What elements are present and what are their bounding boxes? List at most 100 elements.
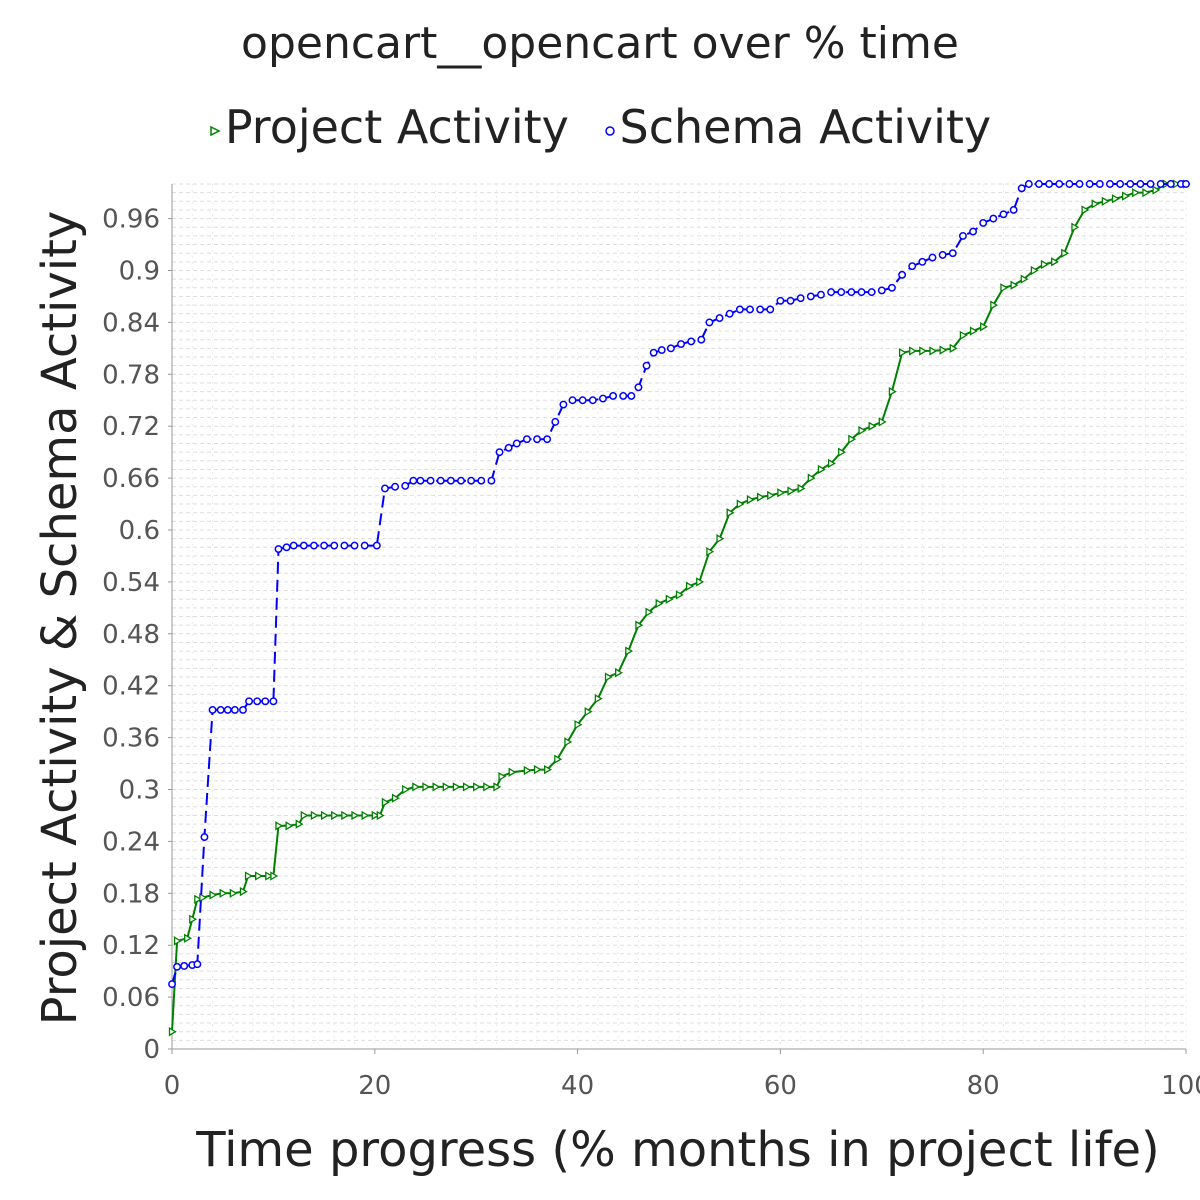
data-point-project-activity bbox=[493, 782, 502, 792]
data-point-schema-activity bbox=[253, 697, 262, 706]
data-point-project-activity bbox=[746, 495, 755, 505]
data-point-schema-activity bbox=[269, 697, 278, 706]
y-tick-label: 0 bbox=[143, 1035, 160, 1065]
data-point-schema-activity bbox=[380, 484, 389, 493]
data-point-project-activity bbox=[422, 782, 431, 792]
data-point-project-activity bbox=[1142, 188, 1151, 198]
data-point-schema-activity bbox=[1182, 180, 1190, 188]
data-point-schema-activity bbox=[725, 309, 734, 318]
data-point-schema-activity bbox=[867, 288, 876, 297]
data-point-schema-activity bbox=[173, 962, 182, 971]
data-point-project-activity bbox=[402, 784, 411, 795]
data-point-schema-activity bbox=[1156, 180, 1165, 188]
data-point-project-activity bbox=[1101, 196, 1110, 206]
data-point-project-activity bbox=[361, 810, 370, 821]
data-point-project-activity bbox=[594, 694, 603, 704]
data-point-schema-activity bbox=[642, 361, 651, 370]
data-point-schema-activity bbox=[776, 296, 785, 305]
data-point-schema-activity bbox=[908, 262, 917, 271]
data-point-project-activity bbox=[848, 434, 857, 444]
data-point-project-activity bbox=[376, 810, 385, 821]
data-point-project-activity bbox=[168, 1027, 177, 1037]
data-point-project-activity bbox=[980, 322, 988, 332]
y-tick-label: 0.3 bbox=[119, 776, 160, 806]
data-point-schema-activity bbox=[877, 286, 886, 295]
y-tick-label: 0.96 bbox=[102, 205, 160, 235]
x-tick-label: 0 bbox=[164, 1071, 181, 1101]
data-point-schema-activity bbox=[360, 541, 369, 550]
data-point-project-activity bbox=[1111, 194, 1120, 204]
axes: 0 0.06 0.12 0.18 0.24 0.3 0.36 0.42 0.48 0.54 0.6 0… bbox=[102, 184, 1200, 1101]
data-point-project-activity bbox=[655, 598, 664, 609]
data-point-schema-activity bbox=[245, 697, 254, 706]
data-point-schema-activity bbox=[1024, 180, 1033, 188]
data-point-project-activity bbox=[645, 607, 654, 617]
data-point-schema-activity bbox=[310, 541, 318, 550]
data-point-project-activity bbox=[483, 782, 492, 792]
y-tick-label: 0.78 bbox=[102, 360, 160, 390]
data-point-project-activity bbox=[716, 534, 725, 544]
y-axis-title: Project Activity & Schema Activity bbox=[32, 211, 88, 1026]
data-point-project-activity bbox=[1061, 248, 1070, 258]
y-tick-label: 0.9 bbox=[119, 257, 160, 287]
data-point-project-activity bbox=[685, 581, 694, 591]
data-point-schema-activity bbox=[1085, 180, 1094, 188]
data-point-project-activity bbox=[442, 782, 451, 792]
data-point-project-activity bbox=[838, 447, 847, 457]
legend-item-schema-activity: Schema Activity bbox=[604, 100, 992, 154]
data-point-schema-activity bbox=[938, 250, 947, 259]
data-point-schema-activity bbox=[1009, 206, 1018, 214]
data-point-project-activity bbox=[777, 488, 786, 498]
data-point-schema-activity bbox=[796, 294, 805, 303]
data-point-schema-activity bbox=[657, 346, 666, 355]
y-tick-label: 0.48 bbox=[102, 620, 160, 650]
data-point-project-activity bbox=[1122, 191, 1130, 201]
data-point-project-activity bbox=[797, 483, 806, 494]
legend-label-project-activity: Project Activity bbox=[224, 100, 569, 154]
series-project-activity bbox=[168, 179, 1191, 1037]
y-tick-label: 0.66 bbox=[102, 464, 160, 494]
data-point-schema-activity bbox=[857, 288, 866, 297]
data-point-project-activity bbox=[827, 458, 836, 469]
data-point-schema-activity bbox=[634, 383, 643, 392]
data-point-project-activity bbox=[295, 819, 304, 829]
data-point-schema-activity bbox=[705, 318, 714, 327]
data-point-project-activity bbox=[173, 936, 182, 946]
data-point-project-activity bbox=[604, 672, 613, 682]
data-point-schema-activity bbox=[543, 435, 552, 444]
y-tick-label: 0.06 bbox=[102, 983, 160, 1013]
data-point-schema-activity bbox=[512, 439, 521, 448]
chart-title: opencart__opencart over % time bbox=[241, 18, 959, 69]
data-point-project-activity bbox=[615, 668, 623, 678]
data-point-schema-activity bbox=[168, 980, 176, 989]
data-point-project-activity bbox=[969, 326, 978, 336]
data-point-schema-activity bbox=[786, 296, 795, 305]
data-point-project-activity bbox=[868, 421, 877, 431]
data-point-project-activity bbox=[1051, 257, 1059, 267]
legend: Project Activity Schema Activity bbox=[0, 100, 1200, 154]
data-point-project-activity bbox=[675, 590, 684, 600]
data-point-project-activity bbox=[239, 886, 248, 897]
x-tick-label: 80 bbox=[967, 1071, 1000, 1101]
data-point-project-activity bbox=[219, 888, 228, 898]
grid bbox=[171, 183, 1187, 1050]
data-point-project-activity bbox=[787, 486, 796, 496]
data-point-project-activity bbox=[320, 810, 329, 821]
data-point-schema-activity bbox=[1045, 180, 1054, 188]
data-point-schema-activity bbox=[1136, 180, 1145, 188]
data-point-schema-activity bbox=[467, 476, 476, 485]
data-point-project-activity bbox=[574, 719, 583, 730]
data-point-schema-activity bbox=[806, 292, 815, 301]
data-point-project-activity bbox=[1132, 188, 1141, 198]
data-point-project-activity bbox=[544, 764, 552, 775]
data-point-schema-activity bbox=[289, 541, 298, 550]
x-axis-title: Time progress (% months in project life) bbox=[195, 1122, 1160, 1178]
data-point-project-activity bbox=[1071, 222, 1080, 232]
data-point-project-activity bbox=[285, 821, 294, 831]
data-point-schema-activity bbox=[756, 305, 765, 314]
legend-label-schema-activity: Schema Activity bbox=[619, 100, 992, 154]
data-point-project-activity bbox=[265, 871, 274, 881]
data-point-schema-activity bbox=[677, 340, 685, 348]
data-point-project-activity bbox=[184, 933, 193, 943]
data-point-schema-activity bbox=[837, 288, 846, 297]
